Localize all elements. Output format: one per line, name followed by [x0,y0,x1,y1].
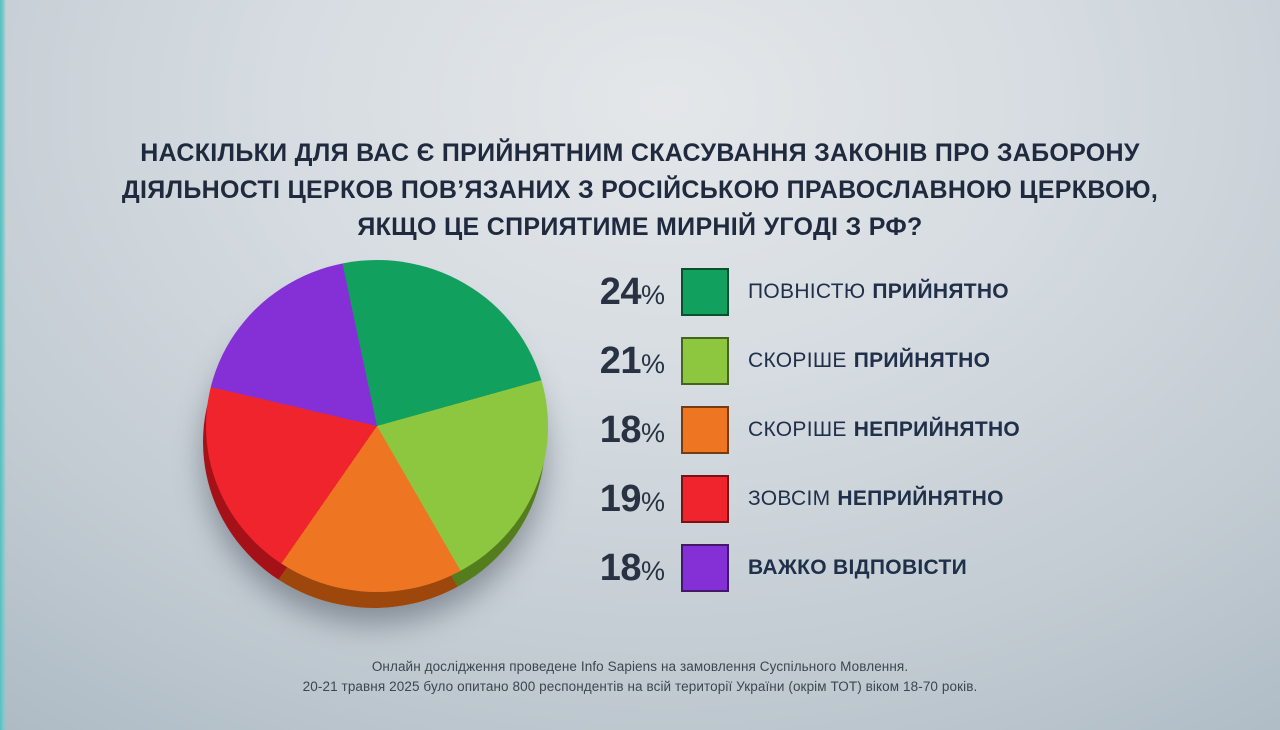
legend-item: 18% СКОРІШЕ НЕПРИЙНЯТНО [571,406,1020,454]
source-note-line-1: Онлайн дослідження проведене Info Sapien… [371,659,909,674]
percent-sign: % [640,417,665,448]
legend-item: 24% ПОВНІСТЮ ПРИЙНЯТНО [571,268,1020,316]
legend-label-emphasis: НЕПРИЙНЯТНО [853,418,1021,441]
legend-item: 21% СКОРІШЕ ПРИЙНЯТНО [571,337,1020,385]
chart-legend: 24% ПОВНІСТЮ ПРИЙНЯТНО 21% СКОРІШЕ ПРИЙНЯТ… [571,268,1020,613]
legend-percentage: 21% [571,340,665,383]
legend-label-prefix: ПОВНІСТЮ [748,280,866,303]
legend-percentage: 18% [571,547,665,590]
left-accent-strip [0,0,6,730]
legend-pct-value: 19 [599,477,642,520]
legend-label-prefix: СКОРІШЕ [748,418,847,441]
legend-item: 18% ВАЖКО ВІДПОВІСТИ [571,544,1020,592]
legend-pct-value: 21 [599,339,642,382]
legend-pct-value: 18 [599,408,642,451]
legend-label-emphasis: НЕПРИЙНЯТНО [837,487,1004,510]
legend-label: СКОРІШЕ НЕПРИЙНЯТНО [748,418,1020,442]
legend-label: ЗОВСІМ НЕПРИЙНЯТНО [748,487,1004,511]
legend-color-swatch [681,475,729,523]
pie-chart [203,260,548,610]
legend-percentage: 24% [571,271,665,314]
legend-label-prefix: ЗОВСІМ [748,487,831,510]
legend-label-prefix: СКОРІШЕ [748,349,847,372]
legend-pct-value: 18 [599,546,642,589]
legend-label-emphasis: ВАЖКО ВІДПОВІСТИ [748,556,968,579]
title-line-1: НАСКІЛЬКИ ДЛЯ ВАС Є ПРИЙНЯТНИМ СКАСУВАНН… [140,139,1140,167]
legend-label-emphasis: ПРИЙНЯТНО [872,280,1009,303]
percent-sign: % [640,555,665,586]
legend-item: 19% ЗОВСІМ НЕПРИЙНЯТНО [571,475,1020,523]
legend-label-emphasis: ПРИЙНЯТНО [853,349,991,372]
legend-color-swatch [681,544,729,592]
source-note: Онлайн дослідження проведене Info Sapien… [0,657,1280,696]
legend-label: ВАЖКО ВІДПОВІСТИ [748,556,967,580]
legend-color-swatch [681,337,729,385]
title-line-3: ЯКЩО ЦЕ СПРИЯТИМЕ МИРНІЙ УГОДІ З РФ? [357,213,923,241]
chart-question-title: НАСКІЛЬКИ ДЛЯ ВАС Є ПРИЙНЯТНИМ СКАСУВАНН… [30,135,1250,246]
percent-sign: % [640,279,665,310]
pie-face [206,260,548,592]
source-note-line-2: 20-21 травня 2025 було опитано 800 респо… [302,678,978,694]
legend-label: СКОРІШЕ ПРИЙНЯТНО [748,349,990,373]
legend-percentage: 18% [571,409,665,452]
legend-color-swatch [681,268,729,316]
percent-sign: % [640,486,665,517]
legend-pct-value: 24 [599,270,642,313]
legend-label: ПОВНІСТЮ ПРИЙНЯТНО [748,280,1009,304]
legend-percentage: 19% [571,478,665,521]
legend-color-swatch [681,406,729,454]
percent-sign: % [640,348,665,379]
title-line-2: ДІЯЛЬНОСТІ ЦЕРКОВ ПОВ’ЯЗАНИХ З РОСІЙСЬКО… [121,176,1159,204]
